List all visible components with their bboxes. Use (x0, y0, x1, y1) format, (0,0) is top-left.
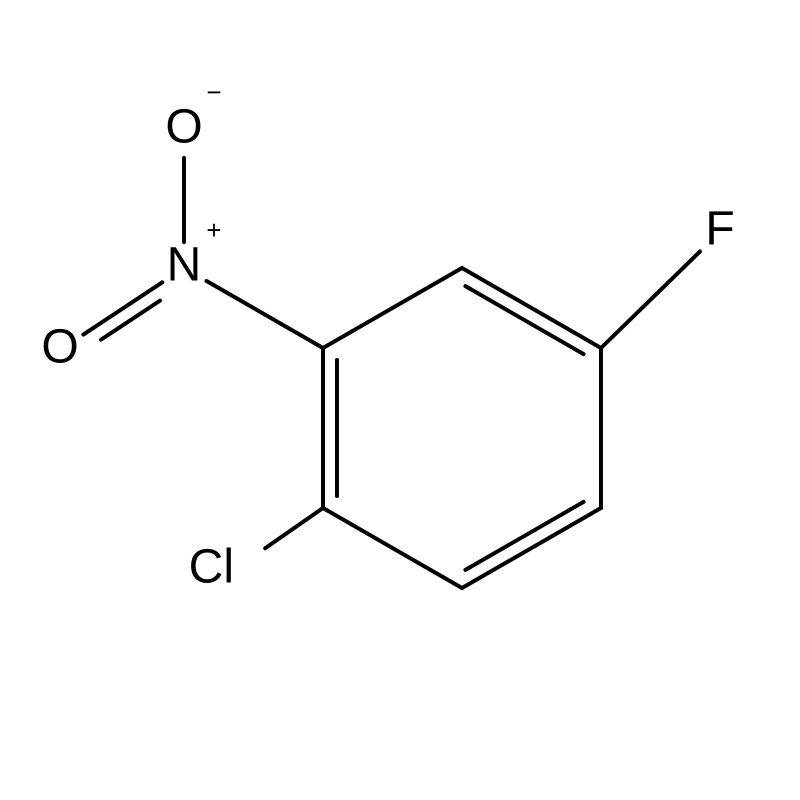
bond (465, 502, 583, 570)
atom-label-o: O (41, 321, 78, 374)
molecule-diagram: ClN+O−OF (0, 0, 800, 800)
bond (265, 508, 323, 548)
charge-label: − (206, 77, 221, 107)
bond (601, 252, 700, 348)
atom-label-n: N (167, 239, 202, 292)
bond (462, 508, 601, 588)
atom-label-f: F (705, 203, 734, 256)
bond (207, 281, 323, 348)
bond (323, 508, 462, 588)
atom-label-cl: Cl (189, 541, 234, 594)
charge-label: + (206, 215, 221, 245)
bond (465, 286, 583, 354)
atom-label-o: O (165, 101, 202, 154)
bond (323, 268, 462, 348)
bond (101, 301, 160, 340)
bond (462, 268, 601, 348)
